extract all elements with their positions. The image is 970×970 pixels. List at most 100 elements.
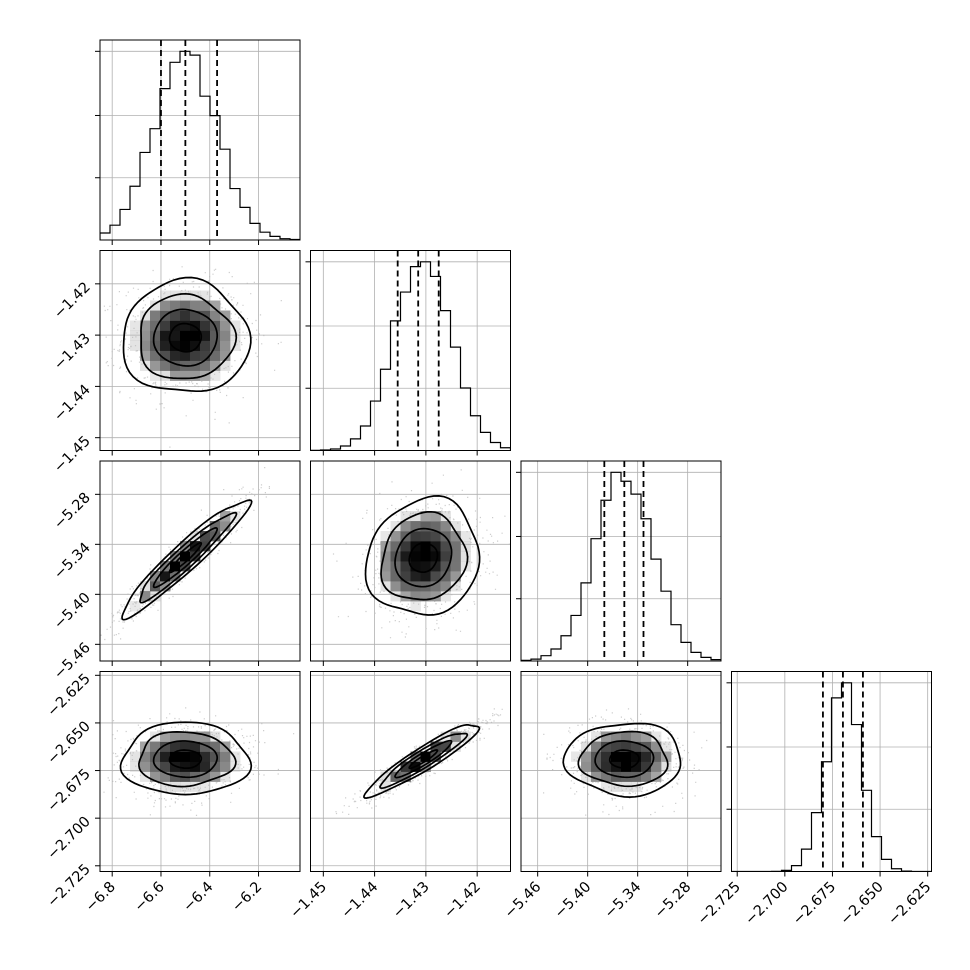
density-bin bbox=[420, 571, 431, 582]
density-bin bbox=[180, 741, 191, 752]
density-bin bbox=[150, 350, 161, 361]
contour-line bbox=[577, 730, 669, 788]
density-3-1 bbox=[335, 708, 503, 815]
density-bin bbox=[400, 541, 411, 552]
panel-frame bbox=[99, 671, 301, 872]
density-bin bbox=[400, 561, 411, 572]
density-bin bbox=[150, 360, 161, 371]
density-3-0 bbox=[103, 707, 295, 816]
density-bin bbox=[160, 751, 171, 762]
density-bin bbox=[400, 591, 411, 602]
x-tick-label: −5.40 bbox=[552, 879, 595, 922]
density-bin bbox=[230, 320, 241, 331]
contour-line bbox=[562, 722, 682, 798]
density-bin bbox=[611, 731, 622, 742]
x-tick-label: −6.4 bbox=[180, 879, 216, 915]
panel-frame bbox=[310, 671, 511, 872]
density-bin bbox=[190, 310, 201, 321]
density-bin bbox=[651, 771, 662, 782]
density-bin bbox=[440, 541, 451, 552]
y-tick-label: −2.700 bbox=[45, 814, 94, 863]
density-bin bbox=[390, 531, 401, 542]
density-2-0 bbox=[100, 467, 270, 641]
density-bin bbox=[180, 541, 191, 552]
density-bin bbox=[581, 751, 592, 762]
density-bin bbox=[390, 521, 401, 532]
panel-1-0: −1.45 −1.44 −1.43 −1.42 bbox=[51, 250, 301, 476]
density-bin bbox=[190, 781, 201, 792]
density-bin bbox=[220, 330, 231, 341]
density-bin bbox=[190, 370, 201, 381]
density-bin bbox=[601, 781, 612, 792]
histogram-2 bbox=[521, 471, 721, 661]
density-bin bbox=[420, 531, 431, 542]
density-bin bbox=[170, 300, 181, 311]
density-bin bbox=[170, 561, 181, 572]
density-bin bbox=[450, 521, 461, 532]
density-bin bbox=[210, 521, 221, 532]
density-bin bbox=[621, 731, 632, 742]
density-bin bbox=[410, 591, 421, 602]
density-bin bbox=[410, 551, 421, 562]
density-bin bbox=[450, 551, 461, 562]
density-bin bbox=[591, 741, 602, 752]
density-bin bbox=[150, 370, 161, 381]
panel-0-0 bbox=[95, 39, 301, 245]
density-bin bbox=[200, 751, 211, 762]
density-bin bbox=[160, 561, 171, 572]
density-bin bbox=[140, 310, 151, 321]
density-bin bbox=[601, 751, 612, 762]
density-bin bbox=[400, 771, 411, 782]
density-bin bbox=[430, 551, 441, 562]
panel-frame bbox=[310, 250, 511, 451]
panel-3-1: −1.45 −1.44 −1.43 −1.42 bbox=[287, 671, 511, 922]
contour-line bbox=[138, 731, 237, 788]
density-bin bbox=[210, 751, 221, 762]
density-2-1 bbox=[332, 469, 510, 643]
density-bin bbox=[220, 751, 231, 762]
density-bin bbox=[420, 751, 431, 762]
density-bin bbox=[200, 360, 211, 371]
density-bin bbox=[160, 320, 171, 331]
density-bin bbox=[140, 330, 151, 341]
density-bin bbox=[210, 731, 221, 742]
density-bin bbox=[661, 741, 672, 752]
histogram-1 bbox=[310, 261, 511, 451]
density-bin bbox=[591, 731, 602, 742]
y-tick-label: −5.40 bbox=[51, 590, 94, 633]
density-bin bbox=[160, 571, 171, 582]
density-bin bbox=[621, 751, 632, 762]
density-bin bbox=[410, 531, 421, 542]
density-bin bbox=[380, 581, 391, 592]
x-tick-label: −6.8 bbox=[83, 879, 119, 915]
density-bin bbox=[430, 561, 441, 572]
panel-3-2: −5.46 −5.40 −5.34 −5.28 bbox=[502, 671, 722, 922]
density-bin bbox=[150, 320, 161, 331]
density-bin bbox=[160, 290, 171, 301]
density-bin bbox=[651, 761, 662, 772]
density-bin bbox=[150, 741, 161, 752]
density-bin bbox=[200, 290, 211, 301]
density-bin bbox=[591, 771, 602, 782]
x-tick-label: −5.34 bbox=[602, 879, 645, 922]
density-bin bbox=[170, 741, 181, 752]
density-bin bbox=[430, 581, 441, 592]
density-bin bbox=[200, 340, 211, 351]
density-bin bbox=[220, 761, 231, 772]
density-bin bbox=[390, 581, 401, 592]
density-bin bbox=[380, 561, 391, 572]
density-bin bbox=[601, 761, 612, 772]
density-bin bbox=[190, 350, 201, 361]
x-tick-label: −2.675 bbox=[790, 879, 839, 928]
density-bin bbox=[210, 350, 221, 361]
density-bin bbox=[230, 751, 241, 762]
density-bin bbox=[581, 741, 592, 752]
density-bin bbox=[641, 751, 652, 762]
contour-line bbox=[168, 749, 203, 770]
density-bin bbox=[140, 761, 151, 772]
density-bin bbox=[170, 340, 181, 351]
density-bin bbox=[160, 350, 171, 361]
panel-frame bbox=[99, 460, 301, 662]
density-bin bbox=[140, 320, 151, 331]
density-bin bbox=[200, 541, 211, 552]
